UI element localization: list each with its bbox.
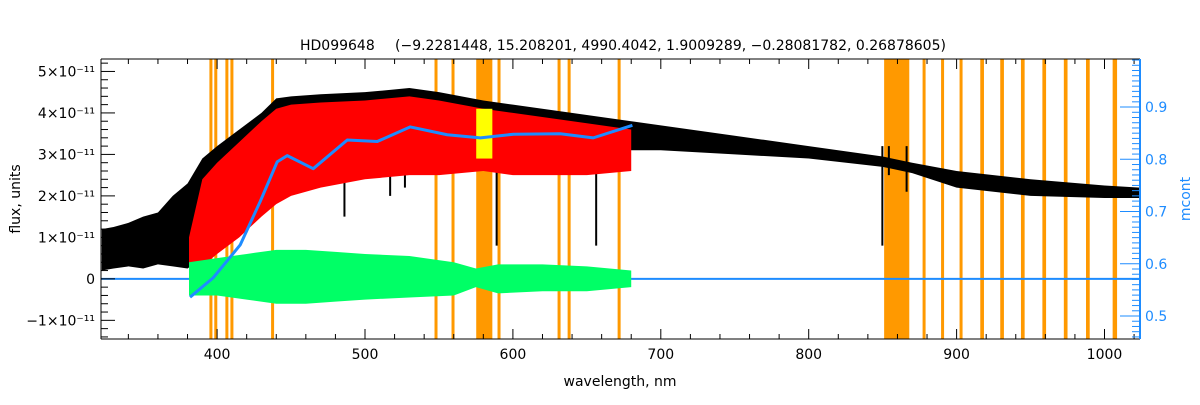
y-tick-label: 2×10⁻¹¹ bbox=[38, 189, 95, 205]
masked-band bbox=[557, 59, 561, 339]
masked-band bbox=[617, 59, 621, 339]
masked-band bbox=[1086, 59, 1090, 339]
y2-axis-label: mcont bbox=[1178, 176, 1194, 221]
y-tick-label: 3×10⁻¹¹ bbox=[38, 147, 95, 163]
x-tick-label: 800 bbox=[795, 347, 822, 363]
masked-band bbox=[1042, 59, 1047, 339]
mcont-curve bbox=[189, 123, 633, 299]
y2-tick-label: 0.6 bbox=[1145, 257, 1167, 273]
x-tick-label: 1000 bbox=[1087, 347, 1123, 363]
y2-tick-label: 0.8 bbox=[1145, 152, 1167, 168]
masked-band bbox=[497, 59, 501, 339]
axes: 400 500 600 700 800 900 1000 −1×10⁻¹¹ 0 1×10⁻¹¹ 2×… bbox=[26, 58, 1167, 363]
x-axis-label: wavelength, nm bbox=[564, 374, 677, 390]
x-tick-label: 400 bbox=[204, 347, 231, 363]
x-tick-label: 900 bbox=[943, 347, 970, 363]
series-layer bbox=[101, 88, 1140, 304]
chart-title-star: HD099648 bbox=[300, 38, 375, 54]
y2-tick-label: 0.5 bbox=[1145, 309, 1167, 325]
masked-band bbox=[922, 59, 926, 339]
masked-band bbox=[567, 59, 571, 339]
masked-band bbox=[980, 59, 984, 339]
y2-tick-label: 0.7 bbox=[1145, 205, 1167, 221]
y-tick-label: 4×10⁻¹¹ bbox=[38, 106, 95, 122]
masked-band bbox=[1020, 59, 1025, 339]
masked-band bbox=[1063, 59, 1068, 339]
y-tick-label: 1×10⁻¹¹ bbox=[38, 230, 95, 246]
masked-band bbox=[1000, 59, 1004, 339]
masked-model-segment bbox=[476, 108, 493, 159]
model-spectrum bbox=[189, 96, 632, 271]
residual-spectrum bbox=[189, 249, 632, 304]
masked-band bbox=[434, 59, 438, 339]
y-tick-label: −1×10⁻¹¹ bbox=[26, 313, 95, 329]
y-tick-label: 5×10⁻¹¹ bbox=[38, 64, 95, 80]
masked-band bbox=[1112, 59, 1118, 339]
masked-band bbox=[941, 59, 945, 339]
x-tick-label: 600 bbox=[500, 347, 527, 363]
y-tick-label: 0 bbox=[86, 272, 95, 288]
x-tick-label: 500 bbox=[352, 347, 379, 363]
masked-band bbox=[451, 59, 455, 339]
y-axis-label: flux, units bbox=[8, 164, 24, 233]
masked-band bbox=[884, 59, 910, 339]
chart-title-params: (−9.2281448, 15.208201, 4990.4042, 1.900… bbox=[395, 38, 946, 54]
x-tick-label: 700 bbox=[647, 347, 674, 363]
y2-tick-label: 0.9 bbox=[1145, 100, 1167, 116]
masked-band bbox=[959, 59, 963, 339]
